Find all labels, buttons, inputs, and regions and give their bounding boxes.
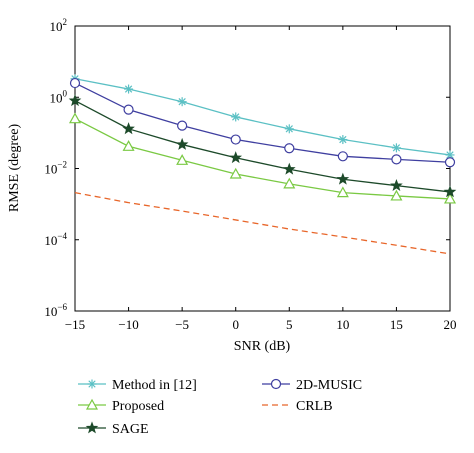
legend-item-2d-music: 2D-MUSIC (262, 378, 362, 393)
y-tick-label: 10−6 (44, 302, 67, 319)
series-line (74, 118, 451, 200)
x-tick-label: 10 (336, 317, 349, 332)
marker-triangle (122, 140, 135, 151)
y-axis-label: RMSE (degree) (7, 124, 22, 213)
marker-star (336, 172, 350, 185)
marker-asterisk (391, 143, 401, 153)
y-tick-exponent: −2 (57, 160, 67, 170)
marker-circle (337, 151, 348, 162)
marker-circle (270, 378, 282, 390)
series-sage (68, 94, 457, 198)
series-crlb (74, 192, 451, 255)
series-2d-music (69, 77, 456, 168)
x-tick-label: 15 (390, 317, 403, 332)
legend: Method in [12] 2D-MUSIC Proposed CRLB SAGE (78, 378, 362, 437)
x-tick-label: 5 (286, 317, 293, 332)
marker-asterisk (338, 135, 348, 145)
y-tick-base: 10 (44, 304, 57, 319)
series-line (74, 82, 451, 163)
marker-asterisk (177, 97, 187, 107)
marker-star (175, 137, 189, 150)
y-tick-label: 10−2 (44, 160, 67, 177)
x-tick-label: 0 (232, 317, 239, 332)
marker-triangle (229, 167, 242, 179)
y-tick-exponent: −4 (57, 231, 67, 241)
marker-triangle (390, 189, 403, 201)
marker-asterisk (445, 150, 455, 160)
marker-circle (230, 134, 241, 145)
y-tick-exponent: 2 (63, 17, 68, 27)
y-tick-base: 10 (50, 90, 63, 105)
marker-star (68, 94, 82, 107)
marker-star (229, 151, 243, 164)
y-tick-base: 10 (44, 233, 57, 248)
marker-triangle (283, 177, 296, 189)
marker-circle (69, 77, 81, 89)
legend-label: 2D-MUSIC (296, 378, 362, 393)
series-layer (68, 74, 457, 255)
marker-star (122, 122, 135, 135)
x-tick-label: −15 (65, 317, 85, 332)
marker-circle (123, 104, 134, 115)
y-tick-label: 102 (50, 17, 68, 34)
y-tick-exponent: −6 (57, 302, 67, 312)
series-method-in-12 (70, 74, 455, 160)
marker-circle (177, 120, 188, 131)
legend-item-sage: SAGE (78, 421, 149, 437)
marker-star (282, 162, 296, 175)
marker-star (85, 421, 99, 434)
legend-label: Proposed (112, 399, 164, 414)
marker-triangle (176, 154, 189, 165)
marker-circle (284, 143, 295, 154)
x-axis-label: SNR (dB) (234, 339, 291, 354)
marker-asterisk (87, 379, 97, 389)
marker-triangle (443, 192, 457, 204)
marker-star (443, 185, 457, 198)
series-proposed (68, 112, 457, 204)
marker-circle (444, 157, 456, 168)
marker-triangle (85, 398, 99, 410)
legend-label: SAGE (112, 422, 149, 437)
legend-label: CRLB (296, 399, 333, 414)
series-line (74, 100, 451, 193)
legend-label: Method in [12] (112, 378, 197, 393)
marker-asterisk (124, 84, 134, 94)
x-tick-label: −5 (175, 317, 189, 332)
x-tick-label: 20 (444, 317, 457, 332)
series-line (74, 192, 451, 255)
legend-item-crlb: CRLB (262, 399, 333, 414)
legend-item-method-in-12: Method in [12] (78, 378, 197, 393)
marker-asterisk (231, 112, 241, 122)
y-tick-base: 10 (44, 162, 57, 177)
plot-frame (74, 25, 451, 312)
y-tick-exponent: 0 (63, 88, 68, 98)
series-line (74, 78, 451, 156)
marker-star (390, 179, 403, 192)
marker-triangle (336, 186, 349, 198)
y-tick-base: 10 (50, 19, 63, 34)
y-tick-label: 10−4 (44, 231, 67, 248)
marker-circle (391, 154, 402, 165)
legend-item-proposed: Proposed (78, 398, 164, 414)
marker-triangle (68, 112, 82, 124)
y-tick-label: 100 (50, 88, 68, 105)
marker-asterisk (284, 124, 294, 134)
x-tick-label: −10 (118, 317, 138, 332)
